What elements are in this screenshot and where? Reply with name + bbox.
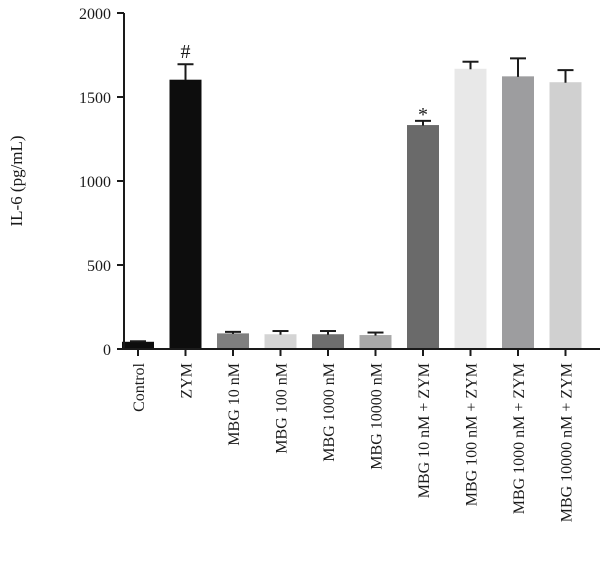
y-axis-title: IL-6 (pg/mL) [7,135,26,226]
bar [264,334,297,350]
y-tick-label: 0 [103,342,111,359]
y-tick-label: 2000 [79,6,111,23]
x-tick-label: MBG 1000 nM + ZYM [511,363,528,514]
y-tick-label: 1000 [79,174,111,191]
x-tick-label: MBG 100 nM [274,363,291,454]
bar [502,76,534,350]
bar [122,341,154,350]
bar [359,335,392,350]
bar [169,79,202,350]
bar [217,333,249,350]
bar [549,82,582,350]
x-tick-label: MBG 10000 nM + ZYM [559,363,576,522]
bar [407,125,439,350]
x-tick-label: MBG 1000 nM [321,363,338,462]
x-tick-label: ZYM [179,363,196,399]
y-tick-label: 1500 [79,90,111,107]
significance-marker: * [418,104,428,126]
x-tick-label: MBG 10000 nM [369,363,386,470]
y-axis-ticks: 0 500 1000 1500 2000 [79,6,124,359]
significance-marker: # [181,41,191,63]
bars-layer: #* [122,41,582,350]
x-tick-label: MBG 10 nM [226,363,243,446]
y-tick-label: 500 [87,258,111,275]
bar [312,334,344,350]
x-axis-ticks: Control ZYM MBG 10 nM MBG 100 nM MBG 1000 nM… [131,349,576,522]
bar [454,68,487,350]
x-tick-label: Control [131,362,148,411]
x-tick-label: MBG 100 nM + ZYM [464,363,481,506]
x-tick-label: MBG 10 nM + ZYM [416,363,433,498]
